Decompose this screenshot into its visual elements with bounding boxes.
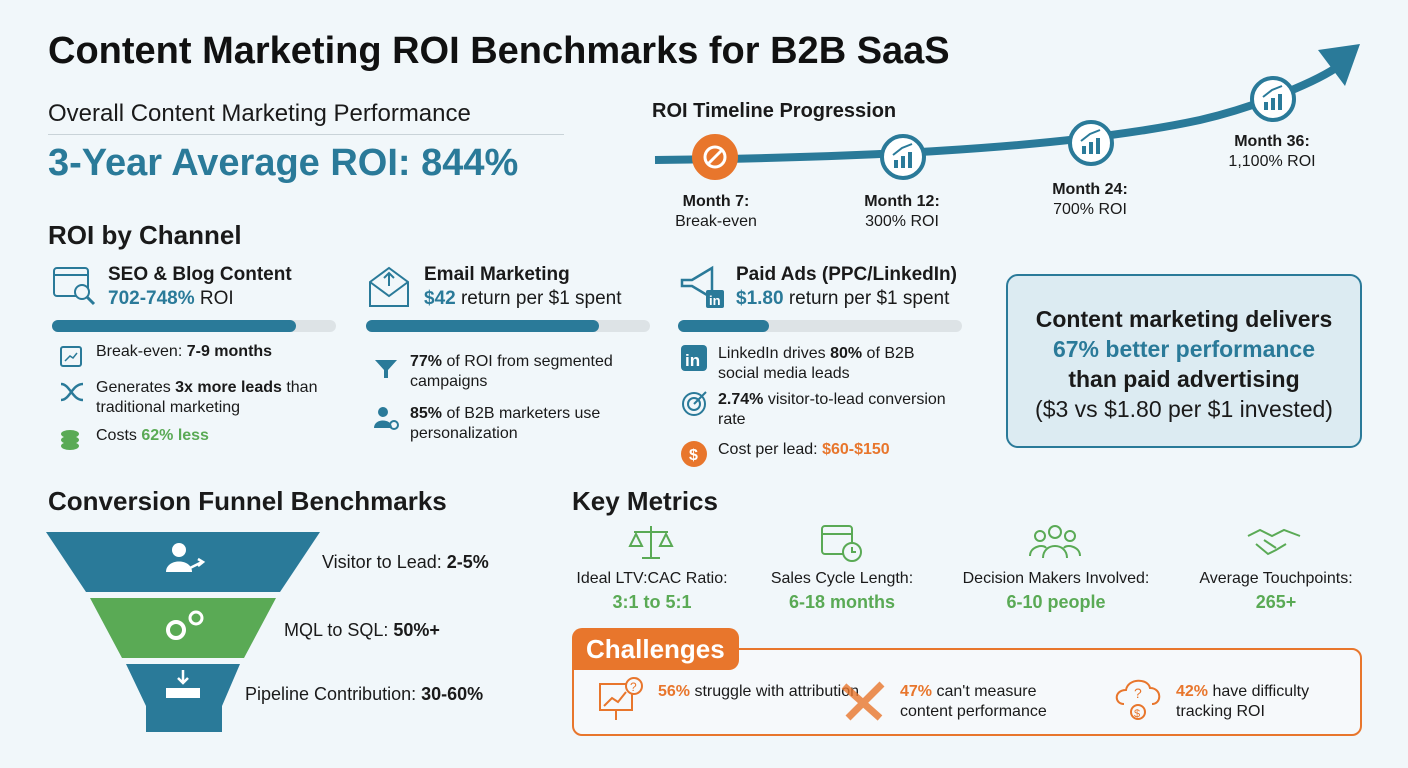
email-roi-bar	[366, 320, 650, 332]
calendar-chart-icon	[60, 346, 82, 367]
presentation-question-icon: ?	[599, 677, 643, 720]
svg-text:?: ?	[1134, 685, 1142, 701]
metrics-heading: Key Metrics	[572, 486, 718, 516]
svg-text:?: ?	[630, 680, 637, 694]
svg-text:in: in	[685, 351, 700, 370]
seo-point: Generates 3x more leads than traditional…	[58, 378, 338, 418]
funnel-label-pipeline: Pipeline Contribution: 30-60%	[245, 684, 484, 704]
pipeline-icon	[166, 670, 200, 698]
target-icon	[682, 391, 707, 416]
email-point: 77% of ROI from segmented campaigns	[372, 352, 652, 392]
metric-ltv-cac: Ideal LTV:CAC Ratio: 3:1 to 5:1	[576, 570, 728, 612]
challenges-heading: Challenges	[572, 628, 739, 670]
metric-decision-makers: Decision Makers Involved: 6-10 people	[962, 570, 1150, 612]
svg-text:$: $	[689, 447, 698, 464]
milestone-node-month-24	[1068, 120, 1114, 166]
milestone-month-7: Month 7: Break-even	[675, 193, 757, 230]
browser-search-icon	[53, 267, 96, 306]
comparison-callout: Content marketing delivers 67% better pe…	[1006, 274, 1362, 448]
paid-point: 2.74% visitor-to-lead conversion rate	[680, 390, 950, 430]
megaphone-icon: in	[680, 265, 724, 308]
challenge-roi-tracking: 42% have difficulty tracking ROI	[1176, 683, 1310, 720]
svg-text:in: in	[709, 293, 721, 308]
cloud-dollar-icon: ?$	[1115, 679, 1161, 720]
metric-sales-cycle: Sales Cycle Length: 6-18 months	[770, 570, 914, 612]
progress-fill	[52, 320, 297, 332]
challenge-measurement: 47% can't measure content performance	[900, 683, 1047, 720]
paid-point: $ Cost per lead: $60-$150	[680, 440, 950, 468]
user-arrow-icon	[166, 543, 206, 572]
shuffle-arrows-icon	[60, 382, 84, 402]
average-roi: 3-Year Average ROI: 844%	[48, 142, 519, 184]
milestone-node-month-7	[692, 134, 738, 180]
coins-icon	[61, 430, 79, 450]
funnel-icon	[375, 360, 397, 378]
page-title: Content Marketing ROI Benchmarks for B2B…	[48, 30, 950, 72]
email-point: 85% of B2B marketers use personalization	[372, 404, 652, 444]
conversion-funnel	[46, 532, 320, 732]
scale-icon	[628, 526, 674, 559]
milestone-node-month-12	[880, 134, 926, 180]
milestone-month-36: Month 36: 1,100% ROI	[1228, 133, 1316, 170]
user-gear-icon	[374, 407, 399, 430]
progress-fill	[678, 320, 769, 332]
overall-heading: Overall Content Marketing Performance	[48, 100, 471, 127]
channels-heading: ROI by Channel	[48, 220, 242, 250]
divider	[48, 134, 564, 135]
milestone-month-12: Month 12: 300% ROI	[864, 193, 940, 230]
paid-point: in LinkedIn drives 80% of B2B social medi…	[680, 344, 950, 384]
milestone-month-24: Month 24: 700% ROI	[1052, 181, 1128, 218]
seo-point: Break-even: 7-9 months	[58, 342, 338, 370]
envelope-icon	[369, 266, 409, 307]
progress-fill	[366, 320, 599, 332]
handshake-icon	[1247, 528, 1301, 556]
timeline-heading: ROI Timeline Progression	[652, 100, 897, 122]
seo-point: Costs 62% less	[58, 426, 338, 454]
funnel-heading: Conversion Funnel Benchmarks	[48, 486, 447, 516]
gears-icon	[166, 610, 204, 640]
metric-touchpoints: Average Touchpoints: 265+	[1199, 570, 1353, 612]
challenge-attribution: 56% struggle with attribution	[658, 683, 860, 700]
svg-text:$: $	[1134, 708, 1140, 720]
seo-roi-bar	[52, 320, 336, 332]
linkedin-icon: in	[681, 345, 707, 371]
milestone-node-month-36	[1250, 76, 1296, 122]
funnel-label-visitor-to-lead: Visitor to Lead: 2-5%	[322, 552, 489, 572]
funnel-label-mql-to-sql: MQL to SQL: 50%+	[284, 620, 440, 640]
dollar-icon: $	[681, 441, 707, 467]
no-entry-icon	[703, 145, 727, 169]
paid-ads-roi-bar	[678, 320, 962, 332]
chart-up-icon	[1262, 85, 1283, 110]
group-icon	[1029, 525, 1081, 559]
broken-ruler-icon	[841, 681, 885, 721]
calendar-clock-icon	[821, 525, 862, 562]
chart-up-icon	[892, 143, 913, 168]
chart-up-icon	[1080, 129, 1101, 154]
